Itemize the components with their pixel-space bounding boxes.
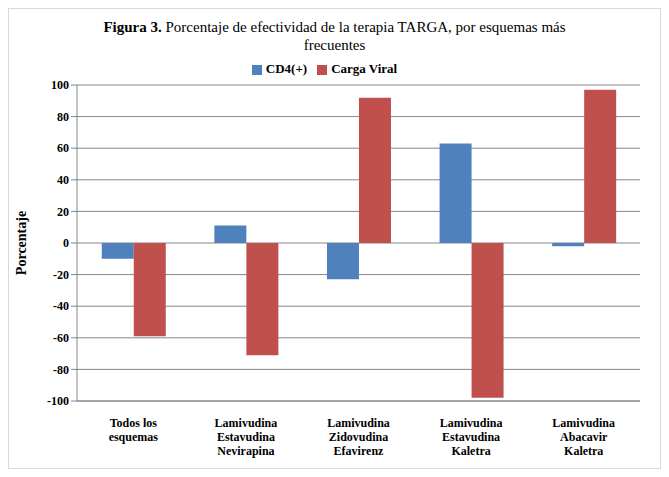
svg-text:40: 40 xyxy=(57,173,69,187)
svg-text:-40: -40 xyxy=(53,299,69,313)
svg-text:Porcentaje: Porcentaje xyxy=(14,211,29,275)
svg-text:LamivudinaEstavudinaKaletra: LamivudinaEstavudinaKaletra xyxy=(440,416,503,458)
svg-text:-80: -80 xyxy=(53,363,69,377)
svg-text:LamivudinaZidovudinaEfavirenz: LamivudinaZidovudinaEfavirenz xyxy=(327,416,390,458)
svg-text:100: 100 xyxy=(51,78,69,92)
svg-text:80: 80 xyxy=(57,110,69,124)
svg-text:LamivudinaEstavudinaNevirapina: LamivudinaEstavudinaNevirapina xyxy=(215,416,278,458)
html-text:Carga Viral: Carga Viral xyxy=(331,61,398,76)
svg-text:Todos losesquemas: Todos losesquemas xyxy=(109,416,159,444)
svg-text:60: 60 xyxy=(57,141,69,155)
svg-text:-60: -60 xyxy=(53,331,69,345)
svg-text:LamivudinaAbacavirKaletra: LamivudinaAbacavirKaletra xyxy=(552,416,615,458)
html-text:Figura 3. Porcentaje de efecti: Figura 3. Porcentaje de efectividad de l… xyxy=(103,19,566,53)
svg-text:-20: -20 xyxy=(53,268,69,282)
svg-text:0: 0 xyxy=(63,236,69,250)
html-text:CD4(+): CD4(+) xyxy=(265,61,308,76)
svg-text:-100: -100 xyxy=(47,394,69,408)
svg-text:20: 20 xyxy=(57,205,69,219)
